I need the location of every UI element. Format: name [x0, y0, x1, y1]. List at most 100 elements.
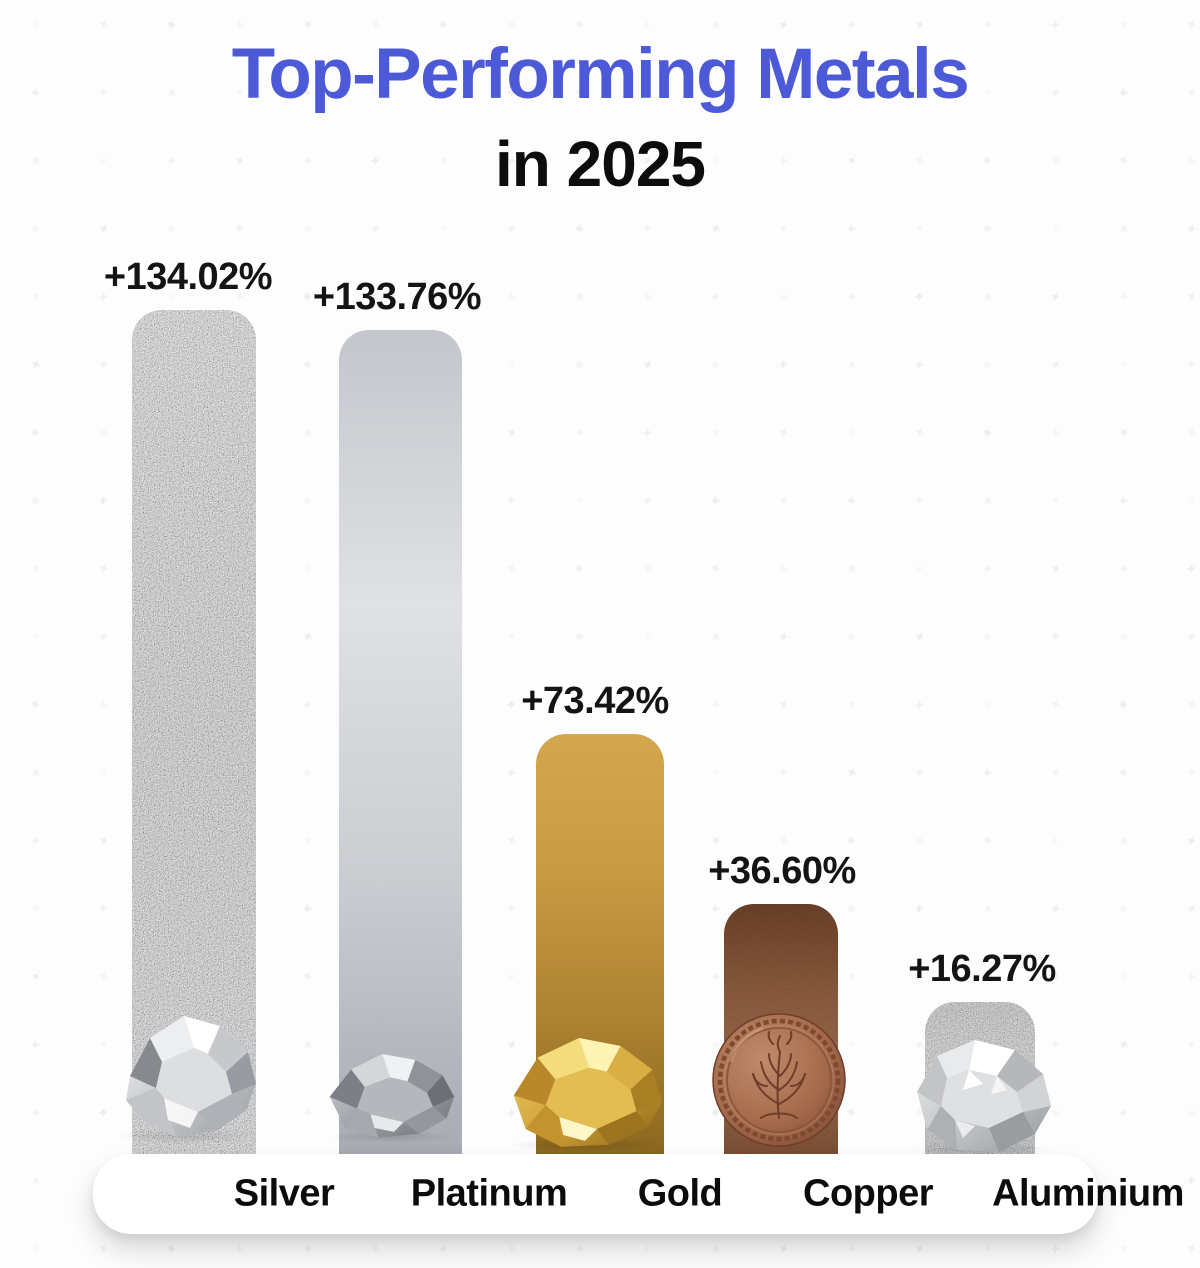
sparkle-icon: ✦ [981, 153, 994, 170]
sparkle-icon: ✦ [1185, 357, 1198, 374]
page-title: Top-Performing Metals [231, 35, 970, 114]
category-label-aluminium: Aluminium [992, 1172, 1184, 1215]
sparkle-icon: ✦ [1049, 629, 1062, 646]
bar-platinum [339, 330, 462, 1158]
sparkle-icon: ✦ [981, 765, 994, 782]
bar-silver [132, 310, 256, 1158]
value-label-platinum: +133.76% [312, 276, 482, 318]
sparkle-icon: ✦ [437, 221, 450, 238]
sparkle-icon: ✦ [845, 1037, 858, 1054]
category-label-bar: Silver Platinum Gold Copper Aluminium [93, 1154, 1184, 1234]
value-label-aluminium: +16.27% [908, 948, 1056, 990]
sparkle-icon: ✦ [709, 493, 722, 510]
sparkle-icon: ✦ [301, 697, 314, 714]
sparkle-icon: ✦ [97, 901, 110, 918]
sparkle-icon: ✦ [1049, 221, 1062, 238]
sparkle-icon: ✦ [369, 153, 382, 170]
header: Top-Performing Metals in 2025 [0, 34, 1200, 201]
sparkle-icon: ✦ [709, 901, 722, 918]
sparkle-icon: ✦ [913, 697, 926, 714]
sparkle-icon: ✦ [29, 833, 42, 850]
sparkle-icon: ✦ [641, 1241, 654, 1258]
sparkle-icon: ✦ [777, 153, 790, 170]
sparkle-icon: ✦ [1185, 765, 1198, 782]
sparkle-icon: ✦ [165, 153, 178, 170]
sparkle-icon: ✦ [777, 357, 790, 374]
sparkle-icon: ✦ [913, 493, 926, 510]
sparkle-icon: ✦ [641, 425, 654, 442]
sparkle-icon: ✦ [233, 1241, 246, 1258]
sparkle-icon: ✦ [29, 221, 42, 238]
sparkle-icon: ✦ [1049, 425, 1062, 442]
sparkle-icon: ✦ [1117, 85, 1130, 102]
sparkle-icon: ✦ [981, 357, 994, 374]
sparkle-icon: ✦ [845, 833, 858, 850]
sparkle-icon: ✦ [301, 901, 314, 918]
sparkle-icon: ✦ [777, 561, 790, 578]
copper-coin-image [712, 1013, 846, 1147]
sparkle-icon: ✦ [845, 629, 858, 646]
aluminium-foil-image [913, 1040, 1051, 1155]
sparkle-icon: ✦ [301, 289, 314, 306]
gold-nugget-image [507, 1038, 667, 1152]
platinum-nugget-image [326, 1053, 456, 1143]
sparkle-icon: ✦ [845, 1241, 858, 1258]
sparkle-icon: ✦ [573, 153, 586, 170]
sparkle-icon: ✦ [29, 629, 42, 646]
sparkle-icon: ✦ [301, 1105, 314, 1122]
category-label-platinum: Platinum [410, 1172, 568, 1215]
sparkle-icon: ✦ [505, 697, 518, 714]
sparkle-icon: ✦ [709, 289, 722, 306]
sparkle-icon: ✦ [1117, 697, 1130, 714]
sparkle-icon: ✦ [845, 425, 858, 442]
sparkle-icon: ✦ [437, 17, 450, 34]
sparkle-icon: ✦ [301, 85, 314, 102]
page-subtitle: in 2025 [494, 128, 706, 200]
sparkle-icon: ✦ [505, 85, 518, 102]
sparkle-icon: ✦ [641, 221, 654, 238]
silver-nugget-image [114, 1016, 258, 1144]
sparkle-icon: ✦ [845, 17, 858, 34]
sparkle-icon: ✦ [1117, 901, 1130, 918]
sparkle-icon: ✦ [97, 289, 110, 306]
sparkle-icon: ✦ [233, 17, 246, 34]
sparkle-icon: ✦ [505, 493, 518, 510]
sparkle-icon: ✦ [641, 17, 654, 34]
sparkle-icon: ✦ [97, 85, 110, 102]
sparkle-icon: ✦ [1185, 561, 1198, 578]
sparkle-icon: ✦ [709, 697, 722, 714]
sparkle-icon: ✦ [1185, 153, 1198, 170]
sparkle-icon: ✦ [1117, 493, 1130, 510]
coin-botanical-engraving [752, 1031, 806, 1119]
sparkle-icon: ✦ [1185, 969, 1198, 986]
sparkle-icon: ✦ [505, 901, 518, 918]
value-label-copper: +36.60% [708, 850, 856, 892]
sparkle-icon: ✦ [29, 1037, 42, 1054]
sparkle-icon: ✦ [913, 901, 926, 918]
sparkle-icon: ✦ [573, 357, 586, 374]
sparkle-icon: ✦ [981, 969, 994, 986]
sparkle-icon: ✦ [97, 493, 110, 510]
value-label-silver: +134.02% [103, 256, 273, 298]
sparkle-icon: ✦ [573, 561, 586, 578]
sparkle-icon: ✦ [641, 629, 654, 646]
sparkle-icon: ✦ [505, 289, 518, 306]
sparkle-icon: ✦ [845, 221, 858, 238]
silver-grain-texture [132, 310, 256, 1158]
sparkle-icon: ✦ [913, 289, 926, 306]
sparkle-icon: ✦ [913, 85, 926, 102]
sparkle-icon: ✦ [1049, 833, 1062, 850]
sparkle-icon: ✦ [97, 697, 110, 714]
sparkle-icon: ✦ [1049, 1037, 1062, 1054]
sparkle-icon: ✦ [29, 17, 42, 34]
sparkle-icon: ✦ [1117, 1105, 1130, 1122]
category-label-silver: Silver [233, 1172, 335, 1215]
category-label-gold: Gold [637, 1172, 723, 1215]
value-label-gold: +73.42% [521, 680, 669, 722]
sparkle-icon: ✦ [1117, 289, 1130, 306]
sparkle-icon: ✦ [29, 1241, 42, 1258]
sparkle-icon: ✦ [301, 493, 314, 510]
sparkle-icon: ✦ [1049, 17, 1062, 34]
sparkle-icon: ✦ [709, 1105, 722, 1122]
